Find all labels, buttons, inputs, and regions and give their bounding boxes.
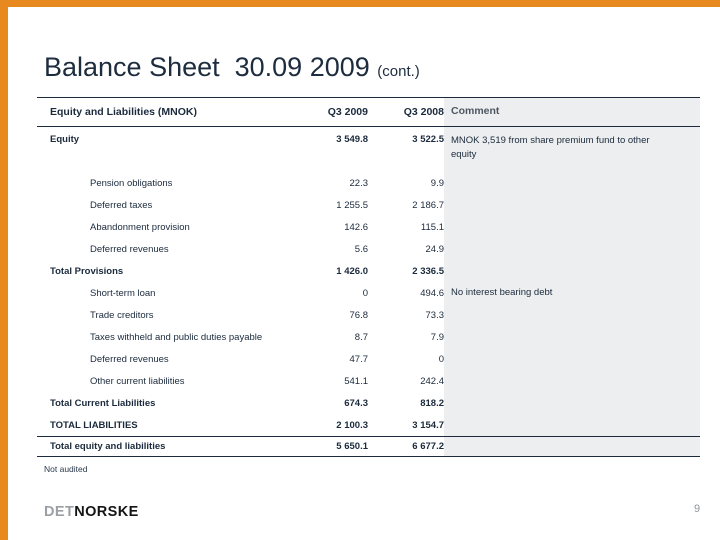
table-row: Deferred taxes 1 255.5 2 186.7 <box>37 194 700 216</box>
row-value-q3-2009: 0 <box>362 287 368 299</box>
header-q3-2008: Q3 2008 <box>403 106 444 118</box>
row-value-q3-2009: 5.6 <box>354 243 368 255</box>
row-value-q3-2008: 115.1 <box>420 221 444 233</box>
row-value-q3-2009: 5 650.1 <box>336 441 368 452</box>
header-comment: Comment <box>451 105 500 118</box>
table-row: Deferred revenues 47.7 0 <box>37 348 700 370</box>
table-row: Pension obligations 22.3 9.9 <box>37 172 700 194</box>
row-comment: No interest bearing debt <box>451 287 553 299</box>
row-label: Trade creditors <box>90 309 154 321</box>
table-row: Other current liabilities 541.1 242.4 <box>37 370 700 392</box>
row-value-q3-2009: 541.1 <box>344 375 368 387</box>
row-value-q3-2008: 818.2 <box>420 397 444 409</box>
table-row: Deferred revenues 5.6 24.9 <box>37 238 700 260</box>
row-label: Short-term loan <box>90 287 156 299</box>
table-row: TOTAL LIABILITIES 2 100.3 3 154.7 <box>37 414 700 436</box>
row-value-q3-2008: 73.3 <box>425 309 445 321</box>
page-title-suffix: (cont.) <box>377 63 420 80</box>
row-value-q3-2008: 6 677.2 <box>412 441 444 452</box>
balance-table: Equity and Liabilities (MNOK) Q3 2009 Q3… <box>37 97 700 457</box>
comment-column-panel <box>444 97 700 457</box>
page-title-main: Balance Sheet 30.09 2009 <box>44 52 378 82</box>
table-row: Equity 3 549.8 3 522.5 MNOK 3,519 from s… <box>37 127 700 172</box>
row-value-q3-2009: 22.3 <box>349 177 369 189</box>
row-label: Deferred revenues <box>90 353 169 365</box>
page-title: Balance Sheet 30.09 2009 (cont.) <box>44 52 420 83</box>
table-row: Abandonment provision 142.6 115.1 <box>37 216 700 238</box>
table-row: Short-term loan 0 494.6 No interest bear… <box>37 282 700 304</box>
footnote: Not audited <box>44 464 88 474</box>
row-label: Other current liabilities <box>90 375 185 387</box>
row-value-q3-2009: 2 100.3 <box>336 419 368 431</box>
left-accent-bar <box>0 0 8 540</box>
row-value-q3-2008: 7.9 <box>430 331 444 343</box>
header-label: Equity and Liabilities (MNOK) <box>50 106 198 118</box>
table-row: Total Current Liabilities 674.3 818.2 <box>37 392 700 414</box>
row-label: Equity <box>50 134 80 145</box>
company-logo: DETNORSKE <box>44 504 139 520</box>
row-value-q3-2009: 142.6 <box>344 221 368 233</box>
row-value-q3-2008: 9.9 <box>430 177 444 189</box>
row-label: Taxes withheld and public duties payable <box>90 331 263 343</box>
table-row: Trade creditors 76.8 73.3 <box>37 304 700 326</box>
row-label: Abandonment provision <box>90 221 190 233</box>
page-number: 9 <box>694 503 701 515</box>
row-comment: MNOK 3,519 from share premium fund to ot… <box>451 135 650 160</box>
row-value-q3-2008: 24.9 <box>425 243 445 255</box>
row-value-q3-2008: 0 <box>438 353 444 365</box>
row-label: Pension obligations <box>90 177 173 189</box>
row-label: Total Provisions <box>50 265 124 277</box>
row-value-q3-2009: 1 255.5 <box>336 199 368 211</box>
row-label: Deferred revenues <box>90 243 169 255</box>
row-value-q3-2009: 3 549.8 <box>336 134 368 145</box>
row-label: Total Current Liabilities <box>50 397 156 409</box>
header-q3-2009: Q3 2009 <box>327 106 368 118</box>
row-value-q3-2008: 3 154.7 <box>412 419 444 431</box>
table-header-row: Equity and Liabilities (MNOK) Q3 2009 Q3… <box>37 97 700 127</box>
row-value-q3-2008: 3 522.5 <box>412 134 444 145</box>
logo-norske: NORSKE <box>74 504 139 520</box>
row-value-q3-2009: 76.8 <box>349 309 369 321</box>
row-value-q3-2009: 47.7 <box>349 353 369 365</box>
row-value-q3-2009: 8.7 <box>354 331 368 343</box>
row-value-q3-2008: 494.6 <box>420 287 444 299</box>
table-row: Total Provisions 1 426.0 2 336.5 <box>37 260 700 282</box>
row-value-q3-2009: 1 426.0 <box>336 265 368 277</box>
row-value-q3-2008: 2 336.5 <box>412 265 444 277</box>
top-accent-bar <box>0 0 720 7</box>
row-value-q3-2008: 242.4 <box>420 375 444 387</box>
row-label: Total equity and liabilities <box>50 441 166 452</box>
row-value-q3-2008: 2 186.7 <box>412 199 444 211</box>
row-label: Deferred taxes <box>90 199 153 211</box>
logo-det: DET <box>44 504 75 520</box>
table-row: Total equity and liabilities 5 650.1 6 6… <box>37 436 700 457</box>
row-label: TOTAL LIABILITIES <box>50 419 138 431</box>
table-row: Taxes withheld and public duties payable… <box>37 326 700 348</box>
row-value-q3-2009: 674.3 <box>344 397 368 409</box>
